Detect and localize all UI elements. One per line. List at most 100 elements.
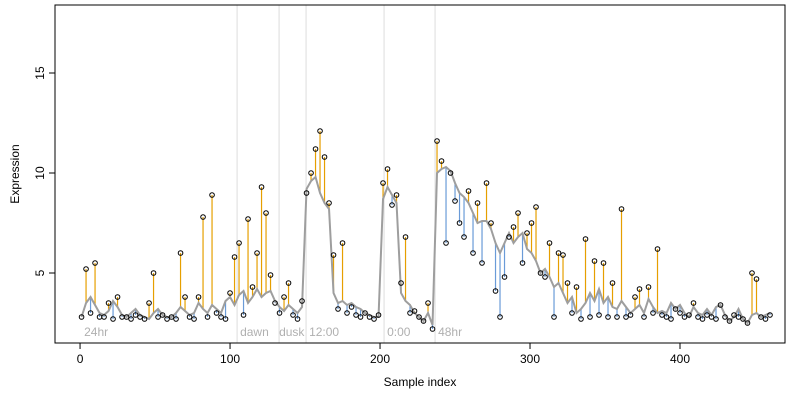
point bbox=[420, 318, 427, 324]
point bbox=[191, 316, 197, 322]
point bbox=[371, 316, 377, 322]
point bbox=[326, 200, 332, 206]
point bbox=[159, 312, 166, 318]
fit-line bbox=[80, 165, 771, 326]
point bbox=[632, 294, 638, 300]
point bbox=[384, 166, 391, 172]
point bbox=[281, 294, 287, 300]
point bbox=[204, 314, 211, 320]
annotation: dusk bbox=[279, 325, 305, 339]
point bbox=[465, 188, 472, 194]
point bbox=[510, 224, 517, 230]
point bbox=[195, 294, 202, 300]
point bbox=[713, 316, 719, 322]
x-tick-label: 100 bbox=[220, 352, 240, 366]
point bbox=[627, 312, 634, 318]
point bbox=[312, 146, 319, 152]
point bbox=[474, 200, 481, 206]
point bbox=[618, 206, 625, 212]
point bbox=[303, 190, 310, 196]
point bbox=[254, 250, 260, 256]
point bbox=[425, 300, 431, 306]
point bbox=[393, 192, 400, 198]
point bbox=[551, 314, 557, 320]
point bbox=[398, 280, 404, 286]
point bbox=[753, 276, 760, 282]
point bbox=[168, 314, 175, 320]
point bbox=[654, 246, 661, 252]
point bbox=[726, 318, 733, 324]
point bbox=[231, 254, 238, 260]
point bbox=[555, 250, 562, 256]
point bbox=[105, 300, 112, 306]
point bbox=[132, 312, 139, 318]
point bbox=[762, 316, 769, 322]
point bbox=[699, 316, 706, 322]
point bbox=[222, 316, 229, 322]
point bbox=[209, 192, 215, 198]
point bbox=[321, 154, 328, 160]
point bbox=[452, 198, 458, 204]
point bbox=[533, 204, 539, 210]
point bbox=[672, 306, 679, 312]
point bbox=[569, 310, 575, 316]
point bbox=[101, 314, 107, 320]
plot-frame bbox=[54, 4, 786, 344]
point bbox=[429, 326, 436, 332]
point bbox=[339, 240, 346, 246]
point bbox=[488, 220, 494, 226]
point bbox=[587, 314, 593, 320]
y-tick-label: 5 bbox=[33, 269, 47, 276]
point bbox=[416, 314, 422, 320]
annotation: dawn bbox=[240, 325, 269, 339]
point bbox=[294, 316, 301, 322]
point bbox=[317, 128, 323, 134]
point bbox=[735, 314, 742, 320]
point bbox=[708, 314, 715, 320]
point bbox=[258, 184, 265, 190]
y-axis-label: Expression bbox=[8, 144, 22, 203]
point bbox=[605, 314, 611, 320]
point bbox=[308, 170, 314, 176]
point bbox=[290, 312, 296, 318]
point bbox=[573, 284, 580, 290]
point bbox=[767, 312, 773, 318]
point bbox=[749, 270, 755, 276]
annotation: 12:00 bbox=[309, 325, 339, 339]
point bbox=[344, 310, 350, 316]
point bbox=[276, 310, 283, 316]
point bbox=[407, 310, 413, 316]
y-tick-label: 15 bbox=[33, 66, 47, 80]
point bbox=[92, 260, 98, 266]
point bbox=[591, 258, 598, 264]
point bbox=[335, 306, 341, 312]
point bbox=[123, 314, 130, 320]
point bbox=[564, 280, 571, 286]
point bbox=[353, 312, 359, 318]
point bbox=[578, 316, 584, 322]
point bbox=[114, 294, 121, 300]
point bbox=[704, 312, 710, 318]
point bbox=[524, 230, 530, 236]
point bbox=[636, 286, 643, 292]
point bbox=[227, 290, 233, 296]
point bbox=[389, 202, 395, 208]
point bbox=[717, 302, 724, 308]
point bbox=[668, 316, 674, 322]
point bbox=[483, 180, 490, 186]
point bbox=[128, 316, 134, 322]
point bbox=[141, 316, 148, 322]
point bbox=[542, 274, 548, 280]
annotation: 24hr bbox=[84, 325, 108, 339]
annotation: 48hr bbox=[438, 325, 462, 339]
x-tick-label: 300 bbox=[520, 352, 540, 366]
annotation: 0:00 bbox=[387, 325, 411, 339]
point bbox=[740, 316, 746, 322]
point bbox=[366, 314, 373, 320]
point bbox=[173, 316, 179, 322]
point bbox=[681, 314, 688, 320]
point bbox=[447, 170, 454, 176]
point bbox=[501, 274, 508, 280]
point bbox=[245, 216, 251, 222]
